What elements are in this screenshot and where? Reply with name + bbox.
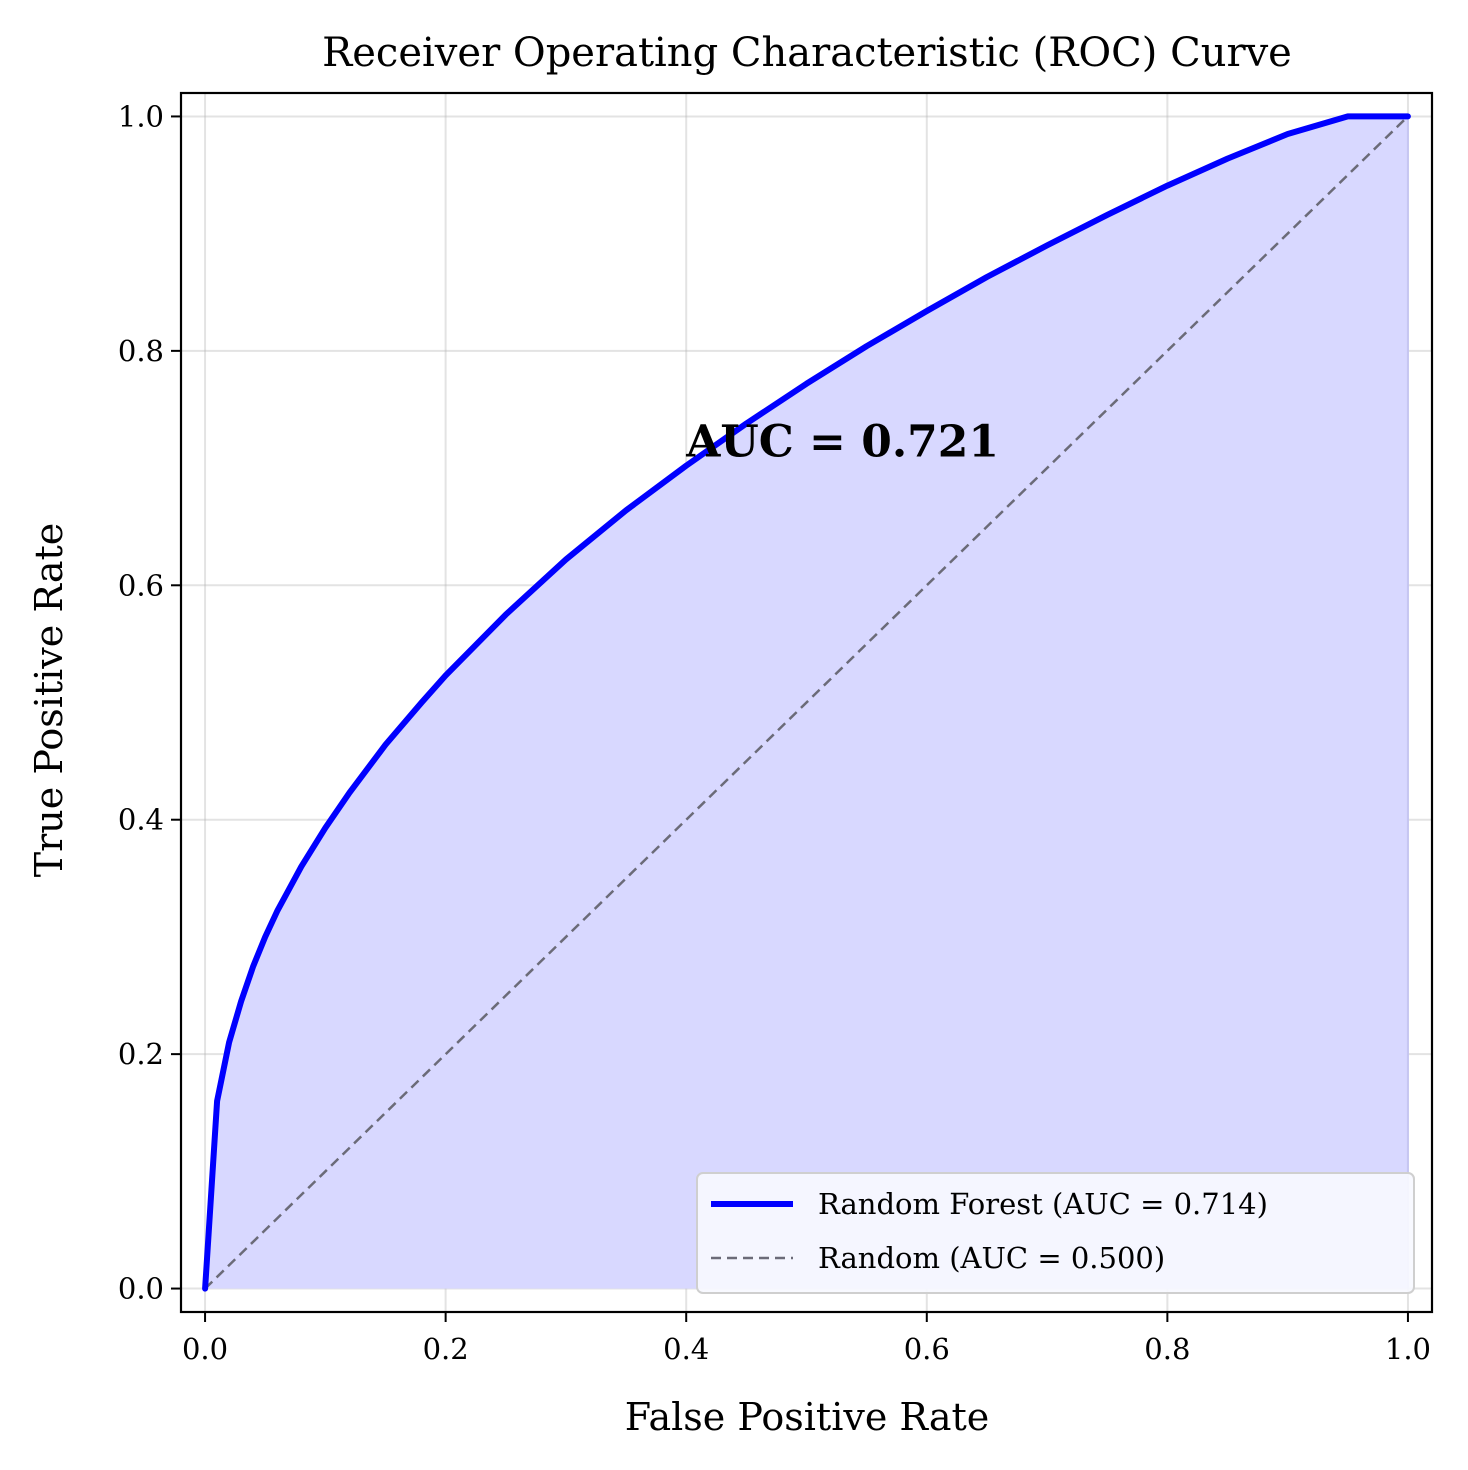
x-tick-label: 0.2 bbox=[423, 1332, 469, 1366]
series-line-random bbox=[204, 115, 1409, 1290]
x-tick-label: 1.0 bbox=[1385, 1332, 1431, 1366]
x-axis: 0.0 0.2 0.4 0.6 0.8 1.0 bbox=[182, 1312, 1431, 1366]
legend-label-random-forest: Random Forest (AUC = 0.714) bbox=[818, 1187, 1268, 1221]
x-tick-label: 0.0 bbox=[182, 1332, 228, 1366]
x-tick-label: 0.4 bbox=[663, 1332, 709, 1366]
y-tick-label: 0.6 bbox=[118, 568, 164, 602]
x-tick-label: 0.8 bbox=[1144, 1332, 1190, 1366]
chart-title: Receiver Operating Characteristic (ROC) … bbox=[322, 30, 1292, 76]
y-axis: 0.0 0.2 0.4 0.6 0.8 1.0 bbox=[118, 99, 181, 1306]
y-axis-label: True Positive Rate bbox=[27, 523, 71, 877]
y-tick-label: 0.4 bbox=[118, 803, 164, 837]
x-tick-label: 0.6 bbox=[904, 1332, 950, 1366]
legend-label-random: Random (AUC = 0.500) bbox=[818, 1241, 1165, 1275]
legend: Random Forest (AUC = 0.714) Random (AUC … bbox=[696, 1172, 1415, 1294]
auc-annotation: AUC = 0.721 bbox=[685, 416, 999, 467]
x-axis-label: False Positive Rate bbox=[625, 1395, 990, 1439]
series-line-random-forest bbox=[202, 113, 1411, 1292]
y-tick-label: 0.8 bbox=[118, 334, 164, 368]
y-tick-label: 0.0 bbox=[118, 1272, 164, 1306]
plot-area: AUC = 0.721 bbox=[179, 91, 1434, 1314]
plot-frame bbox=[179, 91, 1434, 1314]
y-tick-label: 0.2 bbox=[118, 1037, 164, 1071]
y-tick-label: 1.0 bbox=[118, 99, 164, 133]
legend-box bbox=[696, 1172, 1415, 1294]
